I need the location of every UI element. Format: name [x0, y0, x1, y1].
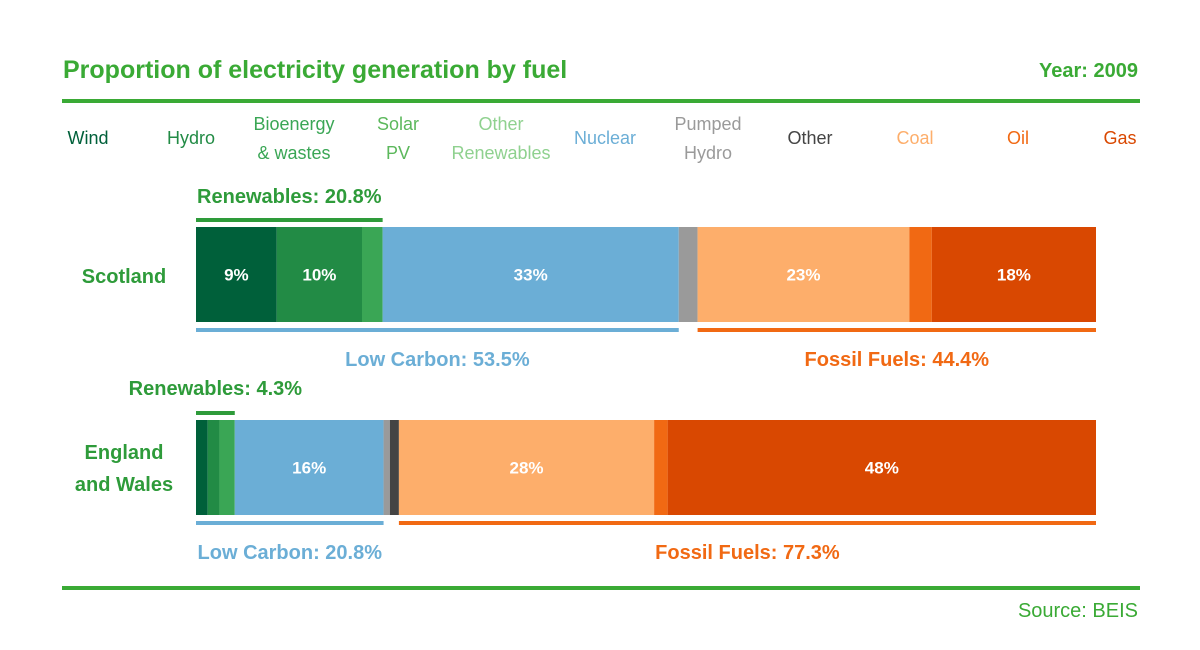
bar-segment-wind-england-wales: [196, 420, 208, 515]
group-label: Fossil Fuels: 77.3%: [655, 542, 840, 564]
year-label: Year: 2009: [1039, 60, 1138, 82]
group-label: Renewables: 20.8%: [197, 186, 382, 208]
bar-segment-nuclear-england-wales: [234, 420, 384, 515]
row-label-scotland: Scotland: [81, 266, 167, 288]
bar-segment-wind-scotland: [196, 227, 277, 322]
group-label: Renewables: 4.3%: [128, 378, 303, 400]
bar-segment-gas-scotland: [931, 227, 1096, 322]
legend-item-oil: Oil: [1007, 128, 1029, 148]
bar-segment-other-england-wales: [389, 420, 399, 515]
group-bracket-line: [196, 521, 384, 525]
group-bracket-line: [697, 328, 1096, 332]
data-label: 23%: [786, 266, 820, 285]
bar-segment-oil-england-wales: [654, 420, 668, 515]
row-label-england-and-wales: England and Wales: [74, 442, 174, 496]
bar-segment-bioenergy-england-wales: [219, 420, 235, 515]
data-label: 16%: [292, 459, 326, 478]
data-label: 10%: [302, 266, 336, 285]
bar-segment-pumped_hydro-england-wales: [383, 420, 390, 515]
legend-item-solar: Solar PV: [376, 114, 420, 163]
data-label: 18%: [997, 266, 1031, 285]
legend-item-pumped_hydro: Pumped Hydro: [674, 114, 742, 163]
bar-segment-hydro-england-wales: [207, 420, 220, 515]
bar-segment-coal-scotland: [697, 227, 910, 322]
group-bracket-line: [196, 218, 383, 222]
data-label: 48%: [865, 459, 899, 478]
legend-item-gas: Gas: [1103, 128, 1137, 148]
bar-segment-nuclear-scotland: [382, 227, 679, 322]
group-bracket-line: [196, 328, 679, 332]
bar-segment-oil-scotland: [909, 227, 932, 322]
chart-title: Proportion of electricity generation by …: [63, 56, 568, 84]
data-label: 33%: [514, 266, 548, 285]
bar-segment-bioenergy-scotland: [362, 227, 383, 322]
legend-item-wind: Wind: [67, 128, 109, 148]
legend-item-coal: Coal: [896, 128, 934, 148]
bar-segment-coal-england-wales: [398, 420, 655, 515]
bar-segment-pumped_hydro-scotland: [678, 227, 698, 322]
bottom-divider: [62, 586, 1140, 590]
legend-item-hydro: Hydro: [166, 128, 216, 148]
bar-segment-gas-england-wales: [667, 420, 1096, 515]
top-divider: [62, 99, 1140, 103]
group-bracket-line: [196, 411, 235, 415]
group-label: Fossil Fuels: 44.4%: [804, 349, 990, 371]
legend-item-other: Other: [787, 128, 833, 148]
group-bracket-line: [398, 521, 1096, 525]
legend-item-nuclear: Nuclear: [573, 128, 637, 148]
group-label: Low Carbon: 20.8%: [197, 542, 383, 564]
bar-segment-hydro-scotland: [276, 227, 363, 322]
data-label: 28%: [509, 459, 543, 478]
group-label: Low Carbon: 53.5%: [345, 349, 530, 371]
legend-item-bioenergy: Bioenergy & wastes: [253, 114, 335, 163]
legend-item-other_renewables: Other Renewables: [451, 114, 551, 163]
data-label: 9%: [224, 266, 249, 285]
source-label: Source: BEIS: [1017, 600, 1138, 622]
